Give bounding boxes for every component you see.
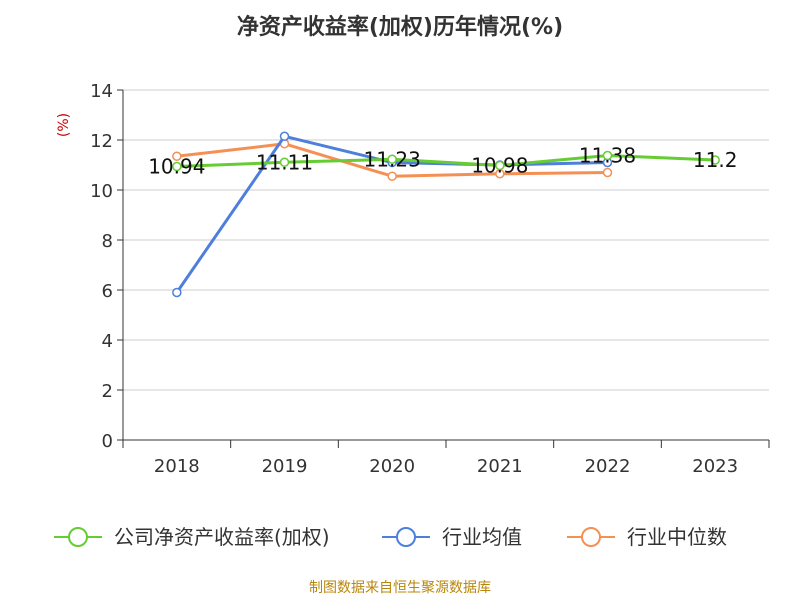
y-tick-label: 6 bbox=[102, 281, 113, 302]
axes: 0 2 4 6 8 10 12 14 2018 2019 2020 2021 2022 2023 bbox=[90, 81, 770, 477]
legend: 公司净资产收益率(加权) 行业均值 行业中位数 bbox=[54, 525, 727, 549]
x-tick-label: 2019 bbox=[262, 456, 308, 477]
data-point bbox=[387, 154, 397, 164]
data-label: 11.2 bbox=[693, 148, 738, 172]
y-tick-label: 10 bbox=[90, 181, 113, 202]
legend-label: 行业中位数 bbox=[627, 525, 727, 549]
data-label: 11.23 bbox=[364, 147, 421, 171]
chart-title: 净资产收益率(加权)历年情况(%) bbox=[237, 14, 563, 40]
y-tick-label: 14 bbox=[90, 81, 113, 102]
y-tick-label: 8 bbox=[102, 231, 113, 252]
data-point bbox=[172, 161, 182, 172]
y-unit-label: (%) bbox=[56, 113, 72, 137]
data-point bbox=[495, 160, 505, 171]
data-point bbox=[172, 287, 182, 298]
data-label: 11.11 bbox=[256, 150, 313, 174]
legend-marker bbox=[68, 527, 88, 547]
legend-label: 公司净资产收益率(加权) bbox=[114, 525, 330, 549]
source-note: 制图数据来自恒生聚源数据库 bbox=[309, 580, 491, 596]
data-point bbox=[602, 150, 613, 161]
data-point bbox=[387, 171, 397, 181]
data-point bbox=[172, 151, 182, 161]
legend-marker bbox=[396, 527, 416, 547]
data-point bbox=[279, 157, 290, 167]
data-point bbox=[602, 167, 613, 178]
data-labels: 10.94 11.11 11.23 10.98 11.38 11.2 bbox=[148, 144, 737, 179]
data-label: 11.38 bbox=[579, 144, 636, 168]
x-tick-label: 2023 bbox=[692, 456, 738, 477]
x-tick-label: 2018 bbox=[154, 456, 200, 477]
x-tick-label: 2021 bbox=[477, 456, 523, 477]
y-tick-label: 0 bbox=[102, 431, 113, 452]
y-tick-label: 4 bbox=[102, 331, 113, 352]
y-tick-label: 12 bbox=[90, 131, 113, 152]
grid-lines bbox=[123, 89, 769, 391]
x-tick-label: 2022 bbox=[585, 456, 631, 477]
legend-label: 行业均值 bbox=[442, 525, 522, 549]
x-tick-label: 2020 bbox=[369, 456, 415, 477]
data-label: 10.98 bbox=[471, 154, 528, 178]
data-point bbox=[710, 155, 720, 165]
series-line bbox=[176, 154, 716, 168]
legend-marker bbox=[581, 527, 601, 547]
data-label: 10.94 bbox=[148, 155, 205, 179]
data-point bbox=[279, 131, 290, 141]
y-tick-label: 2 bbox=[102, 381, 113, 402]
series-lines bbox=[172, 131, 720, 298]
